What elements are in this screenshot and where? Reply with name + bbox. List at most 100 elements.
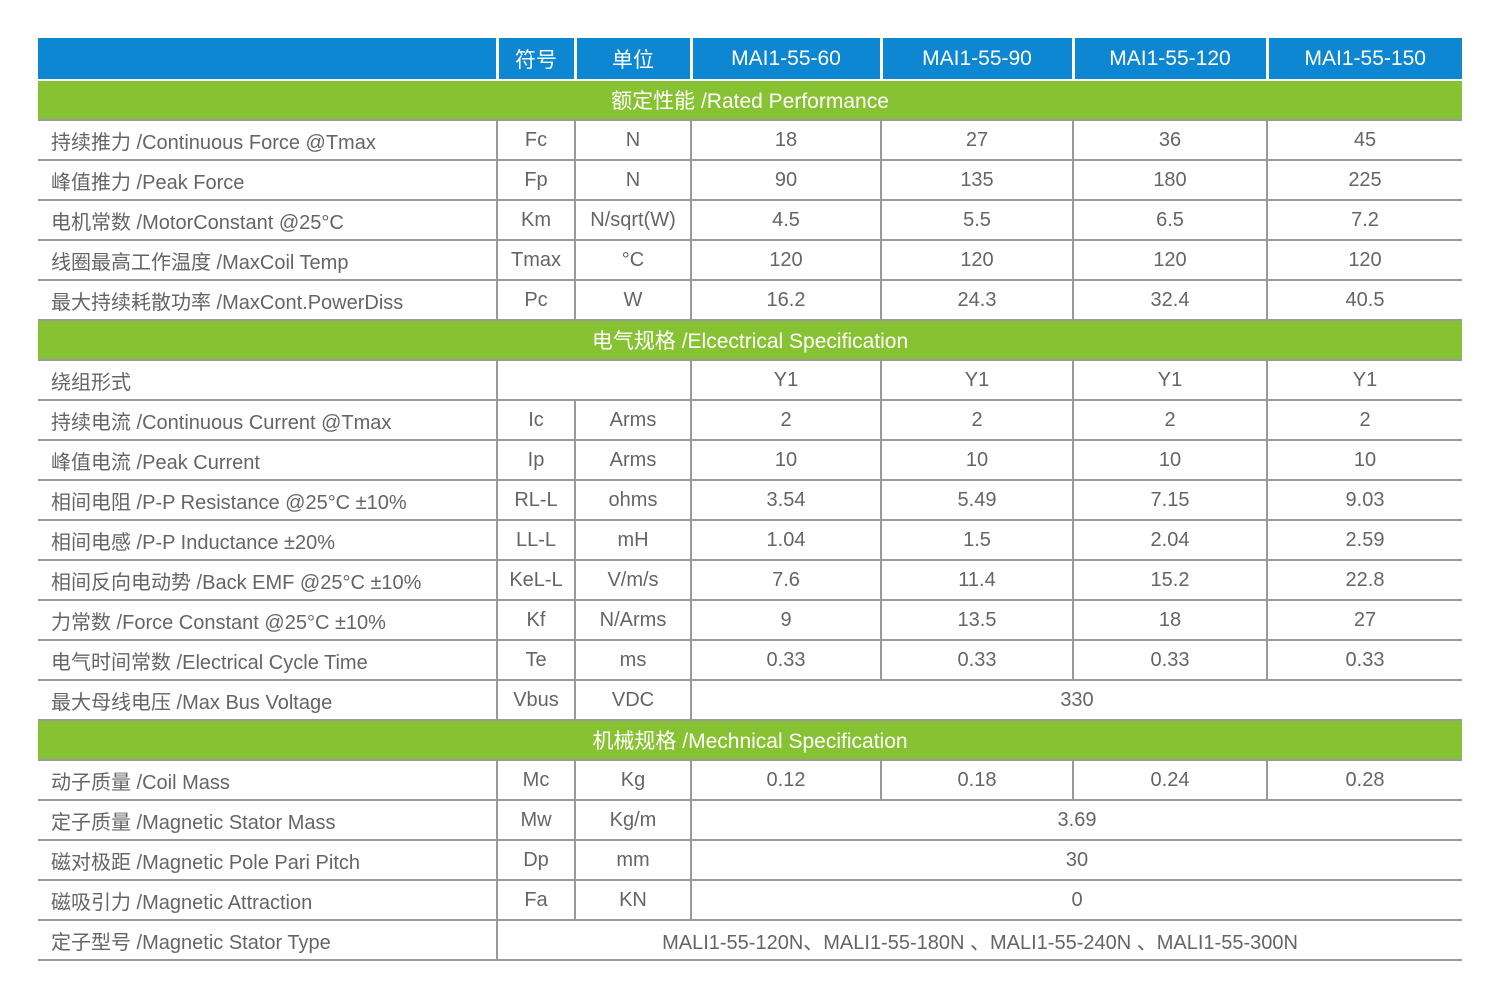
spec-row: 峰值推力 /Peak Force Fp N 90 135 180 225 bbox=[38, 159, 1462, 201]
symbol-cell: LL-L bbox=[496, 519, 576, 561]
spec-label-cell: 电气时间常数 /Electrical Cycle Time bbox=[38, 639, 498, 681]
spec-label-cell: 绕组形式 bbox=[38, 359, 498, 401]
symbol-cell: Km bbox=[496, 199, 576, 241]
symbol-unit-merged-cell bbox=[496, 359, 692, 401]
value-cell-span: 3.69 bbox=[690, 799, 1462, 841]
unit-cell: N/sqrt(W) bbox=[574, 199, 692, 241]
unit-cell: N bbox=[574, 159, 692, 201]
unit-cell: V/m/s bbox=[574, 559, 692, 601]
spec-row: 电机常数 /MotorConstant @25°C Km N/sqrt(W) 4.5 5… bbox=[38, 199, 1462, 241]
value-cell: 0.33 bbox=[690, 639, 882, 681]
unit-cell: W bbox=[574, 279, 692, 321]
symbol-cell: Ic bbox=[496, 399, 576, 441]
column-header-unit: 单位 bbox=[573, 38, 691, 80]
value-cell: 5.5 bbox=[880, 199, 1074, 241]
value-cell: 45 bbox=[1266, 119, 1462, 161]
spec-table-body: 额定性能 /Rated Performance 持续推力 /Continuous … bbox=[38, 79, 1462, 961]
spec-row: 线圈最高工作温度 /MaxCoil Temp Tmax °C 120 120 120 120 bbox=[38, 239, 1462, 281]
column-header-symbol: 符号 bbox=[495, 38, 575, 80]
spec-label-cell: 相间电感 /P-P Inductance ±20% bbox=[38, 519, 498, 561]
value-cell: 18 bbox=[690, 119, 882, 161]
value-cell: 2.04 bbox=[1072, 519, 1268, 561]
unit-cell: N bbox=[574, 119, 692, 161]
symbol-cell: Mw bbox=[496, 799, 576, 841]
value-cell: 2.59 bbox=[1266, 519, 1462, 561]
spec-label-cell: 最大母线电压 /Max Bus Voltage bbox=[38, 679, 498, 721]
section-header: 机械规格 /Mechnical Specification bbox=[38, 719, 1462, 760]
spec-label-cell: 磁对极距 /Magnetic Pole Pari Pitch bbox=[38, 839, 498, 881]
column-header-model: MAI1-55-90 bbox=[879, 38, 1073, 80]
symbol-cell: Pc bbox=[496, 279, 576, 321]
value-cell: 120 bbox=[690, 239, 882, 281]
spec-label-cell: 定子质量 /Magnetic Stator Mass bbox=[38, 799, 498, 841]
value-cell: 22.8 bbox=[1266, 559, 1462, 601]
value-cell: 9.03 bbox=[1266, 479, 1462, 521]
column-header-model: MAI1-55-60 bbox=[689, 38, 881, 80]
unit-cell: KN bbox=[574, 879, 692, 921]
value-cell: 7.6 bbox=[690, 559, 882, 601]
value-cell: 10 bbox=[1072, 439, 1268, 481]
symbol-cell: Dp bbox=[496, 839, 576, 881]
value-cell: 7.15 bbox=[1072, 479, 1268, 521]
unit-cell: Kg bbox=[574, 759, 692, 801]
symbol-cell: Mc bbox=[496, 759, 576, 801]
value-cell: 10 bbox=[880, 439, 1074, 481]
spec-label-cell: 磁吸引力 /Magnetic Attraction bbox=[38, 879, 498, 921]
unit-cell: ohms bbox=[574, 479, 692, 521]
column-header-model: MAI1-55-150 bbox=[1265, 38, 1462, 80]
value-cell: 0.33 bbox=[880, 639, 1074, 681]
spec-label-cell: 相间电阻 /P-P Resistance @25°C ±10% bbox=[38, 479, 498, 521]
symbol-cell: RL-L bbox=[496, 479, 576, 521]
value-cell: 0.18 bbox=[880, 759, 1074, 801]
value-cell: Y1 bbox=[880, 359, 1074, 401]
value-cell: 2 bbox=[690, 399, 882, 441]
column-header-model: MAI1-55-120 bbox=[1071, 38, 1267, 80]
unit-cell: ms bbox=[574, 639, 692, 681]
value-cell: 36 bbox=[1072, 119, 1268, 161]
value-cell: 24.3 bbox=[880, 279, 1074, 321]
value-cell: 7.2 bbox=[1266, 199, 1462, 241]
value-cell: 0.33 bbox=[1266, 639, 1462, 681]
spec-label-cell: 电机常数 /MotorConstant @25°C bbox=[38, 199, 498, 241]
value-cell: 15.2 bbox=[1072, 559, 1268, 601]
spec-row: 磁吸引力 /Magnetic Attraction Fa KN 0 bbox=[38, 879, 1462, 921]
symbol-cell: Tmax bbox=[496, 239, 576, 281]
value-cell: 2 bbox=[1266, 399, 1462, 441]
value-cell: 10 bbox=[690, 439, 882, 481]
spec-row: 绕组形式 Y1 Y1 Y1 Y1 bbox=[38, 359, 1462, 401]
corner-cell bbox=[38, 38, 497, 80]
value-cell-span: 30 bbox=[690, 839, 1462, 881]
value-cell: 1.04 bbox=[690, 519, 882, 561]
spec-row: 相间电感 /P-P Inductance ±20% LL-L mH 1.04 1.5 2.… bbox=[38, 519, 1462, 561]
value-cell: 225 bbox=[1266, 159, 1462, 201]
unit-cell: Kg/m bbox=[574, 799, 692, 841]
symbol-cell: Vbus bbox=[496, 679, 576, 721]
value-cell: 90 bbox=[690, 159, 882, 201]
value-cell: 11.4 bbox=[880, 559, 1074, 601]
unit-cell: °C bbox=[574, 239, 692, 281]
spec-label-cell: 定子型号 /Magnetic Stator Type bbox=[38, 919, 498, 961]
value-cell: 120 bbox=[880, 239, 1074, 281]
unit-cell: mH bbox=[574, 519, 692, 561]
value-cell: 6.5 bbox=[1072, 199, 1268, 241]
value-cell: 180 bbox=[1072, 159, 1268, 201]
value-cell: Y1 bbox=[1266, 359, 1462, 401]
unit-cell: mm bbox=[574, 839, 692, 881]
spec-row: 定子质量 /Magnetic Stator Mass Mw Kg/m 3.69 bbox=[38, 799, 1462, 841]
value-cell: 40.5 bbox=[1266, 279, 1462, 321]
unit-cell: VDC bbox=[574, 679, 692, 721]
value-cell: 27 bbox=[1266, 599, 1462, 641]
unit-cell: Arms bbox=[574, 399, 692, 441]
value-cell: 3.54 bbox=[690, 479, 882, 521]
value-cell: 0.33 bbox=[1072, 639, 1268, 681]
spec-row: 磁对极距 /Magnetic Pole Pari Pitch Dp mm 30 bbox=[38, 839, 1462, 881]
spec-label-cell: 持续推力 /Continuous Force @Tmax bbox=[38, 119, 498, 161]
spec-label-cell: 力常数 /Force Constant @25°C ±10% bbox=[38, 599, 498, 641]
unit-cell: N/Arms bbox=[574, 599, 692, 641]
value-cell: 1.5 bbox=[880, 519, 1074, 561]
value-cell: 18 bbox=[1072, 599, 1268, 641]
symbol-cell: Fc bbox=[496, 119, 576, 161]
spec-label-cell: 线圈最高工作温度 /MaxCoil Temp bbox=[38, 239, 498, 281]
spec-table: 符号 单位 MAI1-55-60 MAI1-55-90 MAI1-55-120 MAI1-… bbox=[38, 38, 1462, 961]
